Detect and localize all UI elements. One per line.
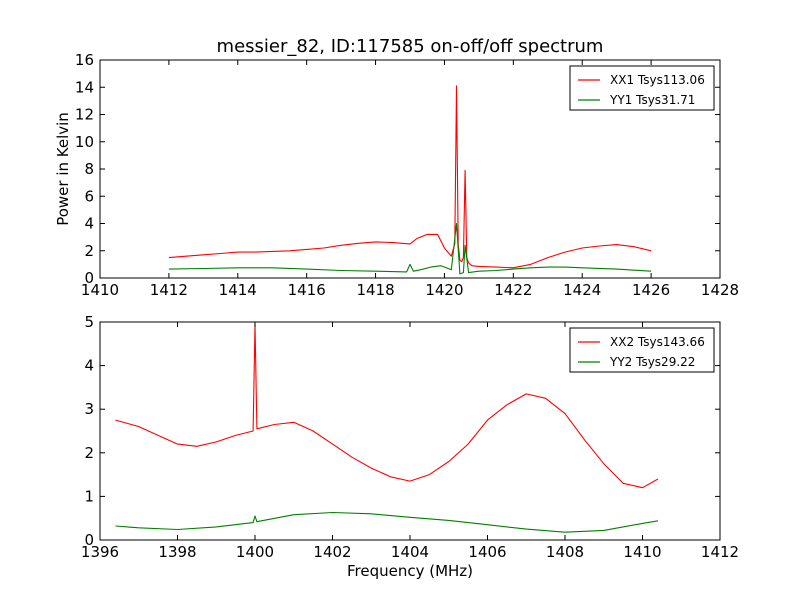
bottom-plot-frame (99, 321, 721, 541)
x-tick-label: 1406 (468, 543, 506, 561)
legend-entry: YY2 Tsys29.22 (609, 355, 695, 369)
bottom-ticks-layer: 1396 1398 1400 1402 1404 1406 1408 1410 1412 0 1 2 3… (81, 313, 739, 561)
y-tick-label: 2 (84, 242, 94, 260)
bottom-legend: XX2 Tsys143.66 YY2 Tsys29.22 (569, 327, 715, 373)
top-legend: XX1 Tsys113.06 YY1 Tsys31.71 (569, 65, 715, 111)
x-tick-label: 1420 (425, 281, 463, 299)
y-tick-label: 8 (84, 160, 94, 178)
series-line-xx2 (115, 323, 659, 489)
legend-entry: XX2 Tsys143.66 (610, 335, 705, 349)
y-tick-label: 4 (84, 357, 94, 375)
legend-entry: XX1 Tsys113.06 (610, 73, 705, 87)
bottom-spectrum-chart: Frequency (MHz) 1396 1398 1400 1402 1404 1406… (81, 313, 739, 580)
x-tick-label: 1418 (356, 281, 394, 299)
y-tick-label: 12 (75, 106, 94, 124)
legend-box (569, 327, 715, 373)
legend-box (569, 65, 715, 111)
y-tick-label: 1 (84, 487, 94, 505)
x-tick-label: 1410 (623, 543, 661, 561)
x-tick-label: 1422 (494, 281, 532, 299)
bottom-series-layer (115, 323, 659, 533)
series-line-yy2 (115, 511, 659, 533)
y-tick-label: 3 (84, 400, 94, 418)
y-tick-label: 14 (75, 78, 94, 96)
top-plot-frame (99, 59, 721, 279)
y-tick-label: 6 (84, 187, 94, 205)
x-axis-label: Frequency (MHz) (347, 562, 473, 580)
y-tick-label: 0 (84, 531, 94, 549)
y-tick-label: 5 (84, 313, 94, 331)
y-axis-label: Power in Kelvin (54, 112, 72, 226)
x-tick-label: 1424 (563, 281, 601, 299)
x-tick-label: 1414 (219, 281, 257, 299)
x-tick-label: 1412 (701, 543, 739, 561)
x-tick-label: 1416 (288, 281, 326, 299)
top-spectrum-chart: messier_82, ID:117585 on-off/off spectru… (54, 36, 739, 299)
series-line-yy1 (168, 222, 652, 275)
x-tick-label: 1398 (158, 543, 196, 561)
x-tick-label: 1400 (236, 543, 274, 561)
legend-entry: YY1 Tsys31.71 (609, 93, 695, 107)
chart-title: messier_82, ID:117585 on-off/off spectru… (217, 36, 604, 57)
top-series-layer (168, 85, 652, 275)
top-ticks-layer: 1410 1412 1414 1416 1418 1420 1422 1424 1426 1428… (75, 51, 739, 299)
series-line-xx1 (168, 85, 652, 269)
y-tick-label: 10 (75, 133, 94, 151)
x-tick-label: 1404 (391, 543, 429, 561)
y-tick-label: 2 (84, 444, 94, 462)
y-tick-label: 16 (75, 51, 94, 69)
x-tick-label: 1410 (81, 281, 119, 299)
x-tick-label: 1396 (81, 543, 119, 561)
x-tick-label: 1428 (701, 281, 739, 299)
y-tick-label: 4 (84, 215, 94, 233)
x-tick-label: 1408 (546, 543, 584, 561)
y-tick-label: 0 (84, 269, 94, 287)
x-tick-label: 1412 (150, 281, 188, 299)
x-tick-label: 1402 (313, 543, 351, 561)
x-tick-label: 1426 (632, 281, 670, 299)
